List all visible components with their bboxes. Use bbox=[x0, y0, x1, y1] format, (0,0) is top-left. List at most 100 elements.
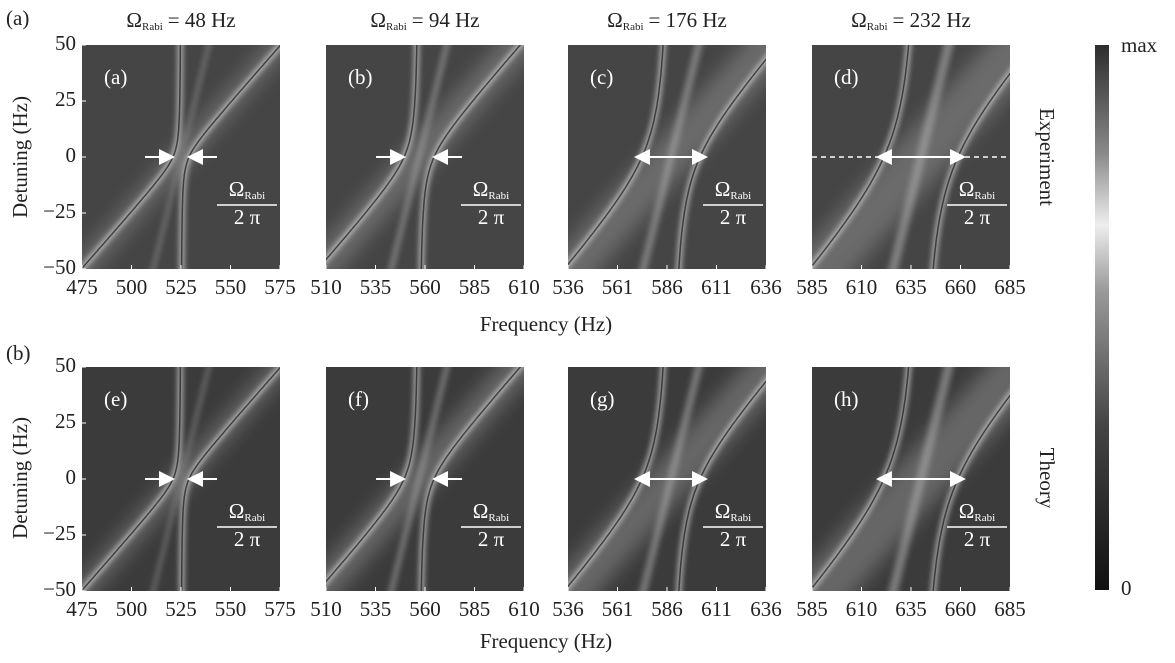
y-tick-label: 25 bbox=[55, 409, 76, 433]
colorbar bbox=[1095, 45, 1109, 590]
x-tick-label: 685 bbox=[994, 597, 1026, 621]
heatmap bbox=[82, 45, 280, 269]
symbol: Ω bbox=[715, 499, 731, 523]
x-tick-label: 500 bbox=[116, 275, 148, 299]
heatmap-feature bbox=[388, 367, 450, 591]
fraction-numerator: ΩRabi bbox=[229, 177, 265, 202]
subscript: Rabi bbox=[244, 512, 265, 524]
symbol: Ω bbox=[370, 8, 386, 32]
x-tick-label: 635 bbox=[895, 275, 927, 299]
panel-label: (c) bbox=[590, 65, 613, 89]
fraction-denominator: 2 π bbox=[964, 205, 991, 229]
x-tick-label: 660 bbox=[945, 597, 977, 621]
x-tick-label: 585 bbox=[796, 275, 828, 299]
x-tick-label: 560 bbox=[409, 275, 441, 299]
x-tick-label: 610 bbox=[508, 597, 540, 621]
x-tick-label: 536 bbox=[552, 597, 584, 621]
x-tick-label: 475 bbox=[66, 275, 98, 299]
x-tick-label: 586 bbox=[651, 597, 683, 621]
x-tick-label: 585 bbox=[459, 275, 491, 299]
colorbar-label: max bbox=[1121, 33, 1158, 57]
x-tick-label: 535 bbox=[360, 275, 392, 299]
heatmap-feature bbox=[151, 45, 211, 269]
heatmap bbox=[326, 45, 524, 269]
x-tick-label: 510 bbox=[310, 597, 342, 621]
subscript: Rabi bbox=[867, 21, 888, 33]
fraction-denominator: 2 π bbox=[478, 527, 505, 551]
fraction-denominator: 2 π bbox=[478, 205, 505, 229]
subscript: Rabi bbox=[488, 190, 509, 202]
x-tick-label: 636 bbox=[750, 597, 782, 621]
heatmap bbox=[568, 45, 766, 269]
panel-label: (e) bbox=[104, 387, 127, 411]
symbol: Ω bbox=[851, 8, 867, 32]
x-tick-label: 660 bbox=[945, 275, 977, 299]
column-title: ΩRabi = 232 Hz bbox=[851, 8, 971, 33]
x-tick-label: 586 bbox=[651, 275, 683, 299]
x-tick-label: 525 bbox=[165, 275, 197, 299]
y-tick-label: 25 bbox=[55, 87, 76, 111]
y-tick-label: −50 bbox=[43, 255, 76, 279]
symbol: Ω bbox=[715, 177, 731, 201]
row-label: (a) bbox=[6, 6, 29, 30]
subscript: Rabi bbox=[730, 512, 751, 524]
x-tick-label: 561 bbox=[602, 597, 634, 621]
x-tick-label: 550 bbox=[215, 275, 247, 299]
y-tick-label: 50 bbox=[55, 353, 76, 377]
x-tick-label: 535 bbox=[360, 597, 392, 621]
fraction-denominator: 2 π bbox=[720, 527, 747, 551]
panel-label: (h) bbox=[834, 387, 859, 411]
fraction-denominator: 2 π bbox=[964, 527, 991, 551]
x-tick-label: 610 bbox=[508, 275, 540, 299]
x-tick-label: 575 bbox=[264, 597, 296, 621]
fraction-numerator: ΩRabi bbox=[229, 499, 265, 524]
x-axis-label: Frequency (Hz) bbox=[480, 312, 612, 336]
x-tick-label: 610 bbox=[846, 275, 878, 299]
panel-label: (a) bbox=[104, 65, 127, 89]
x-tick-label: 475 bbox=[66, 597, 98, 621]
title-text: = 94 Hz bbox=[412, 8, 480, 32]
fraction-numerator: ΩRabi bbox=[715, 177, 751, 202]
fraction-numerator: ΩRabi bbox=[473, 177, 509, 202]
x-tick-label: 536 bbox=[552, 275, 584, 299]
subscript: Rabi bbox=[386, 21, 407, 33]
symbol: Ω bbox=[473, 177, 489, 201]
row-label: (b) bbox=[6, 341, 31, 365]
symbol: Ω bbox=[607, 8, 623, 32]
x-tick-label: 510 bbox=[310, 275, 342, 299]
y-tick-label: −25 bbox=[43, 199, 76, 223]
panel-label: (d) bbox=[834, 65, 859, 89]
subscript: Rabi bbox=[244, 190, 265, 202]
heatmap bbox=[568, 367, 766, 591]
fraction-denominator: 2 π bbox=[234, 527, 261, 551]
subscript: Rabi bbox=[623, 21, 644, 33]
row-title: Experiment bbox=[1035, 108, 1059, 206]
subscript: Rabi bbox=[730, 190, 751, 202]
symbol: Ω bbox=[126, 8, 142, 32]
x-tick-label: 561 bbox=[602, 275, 634, 299]
x-tick-label: 611 bbox=[701, 597, 732, 621]
fraction-denominator: 2 π bbox=[234, 205, 261, 229]
x-tick-label: 500 bbox=[116, 597, 148, 621]
subscript: Rabi bbox=[142, 21, 163, 33]
y-tick-label: 0 bbox=[66, 143, 77, 167]
subscript: Rabi bbox=[974, 190, 995, 202]
heatmap bbox=[812, 367, 1010, 591]
x-axis-label: Frequency (Hz) bbox=[480, 629, 612, 653]
heatmap-feature bbox=[151, 367, 211, 591]
x-tick-label: 575 bbox=[264, 275, 296, 299]
y-tick-label: −25 bbox=[43, 521, 76, 545]
fraction-denominator: 2 π bbox=[720, 205, 747, 229]
panel-label: (f) bbox=[348, 387, 369, 411]
title-text: = 48 Hz bbox=[168, 8, 236, 32]
symbol: Ω bbox=[959, 499, 975, 523]
heatmap bbox=[326, 367, 524, 591]
column-title: ΩRabi = 48 Hz bbox=[126, 8, 235, 33]
column-title: ΩRabi = 94 Hz bbox=[370, 8, 479, 33]
x-tick-label: 585 bbox=[796, 597, 828, 621]
x-tick-label: 635 bbox=[895, 597, 927, 621]
y-tick-label: 0 bbox=[66, 465, 77, 489]
colorbar-label: 0 bbox=[1121, 576, 1132, 600]
fraction-numerator: ΩRabi bbox=[473, 499, 509, 524]
heatmap bbox=[812, 45, 1010, 269]
